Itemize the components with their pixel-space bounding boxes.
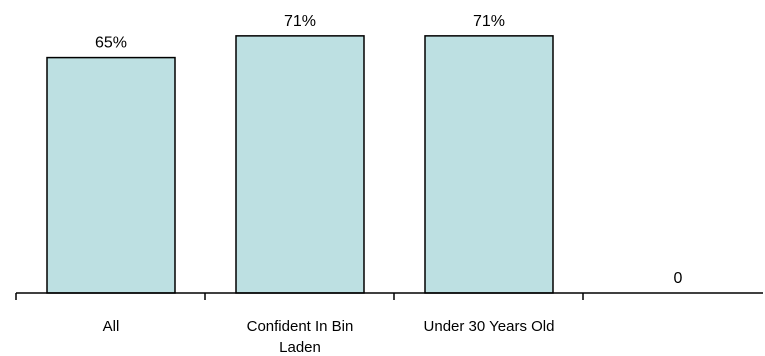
data-label-2: 71% xyxy=(284,13,316,30)
category-labels-group: All Confident In Bin Laden Under 30 Years O… xyxy=(103,318,555,356)
bar-1 xyxy=(46,56,176,294)
category-label-3: Under 30 Years Old xyxy=(424,318,555,335)
bar-2 xyxy=(235,35,365,294)
category-label-line: Confident In Bin xyxy=(247,318,354,335)
category-label-line: Laden xyxy=(279,339,321,356)
bars-group xyxy=(46,35,554,294)
category-label-1: All xyxy=(103,318,120,335)
data-label-3: 71% xyxy=(473,13,505,30)
category-label-2: Confident In Bin Laden xyxy=(247,318,354,356)
data-label-1: 65% xyxy=(95,35,127,52)
data-label-4: 0 xyxy=(674,270,683,287)
x-axis xyxy=(15,292,763,300)
bar-3 xyxy=(424,35,554,294)
category-label-line: Under 30 Years Old xyxy=(424,318,555,335)
category-label-line: All xyxy=(103,318,120,335)
data-labels-group: 65% 71% 71% 0 xyxy=(95,13,683,287)
